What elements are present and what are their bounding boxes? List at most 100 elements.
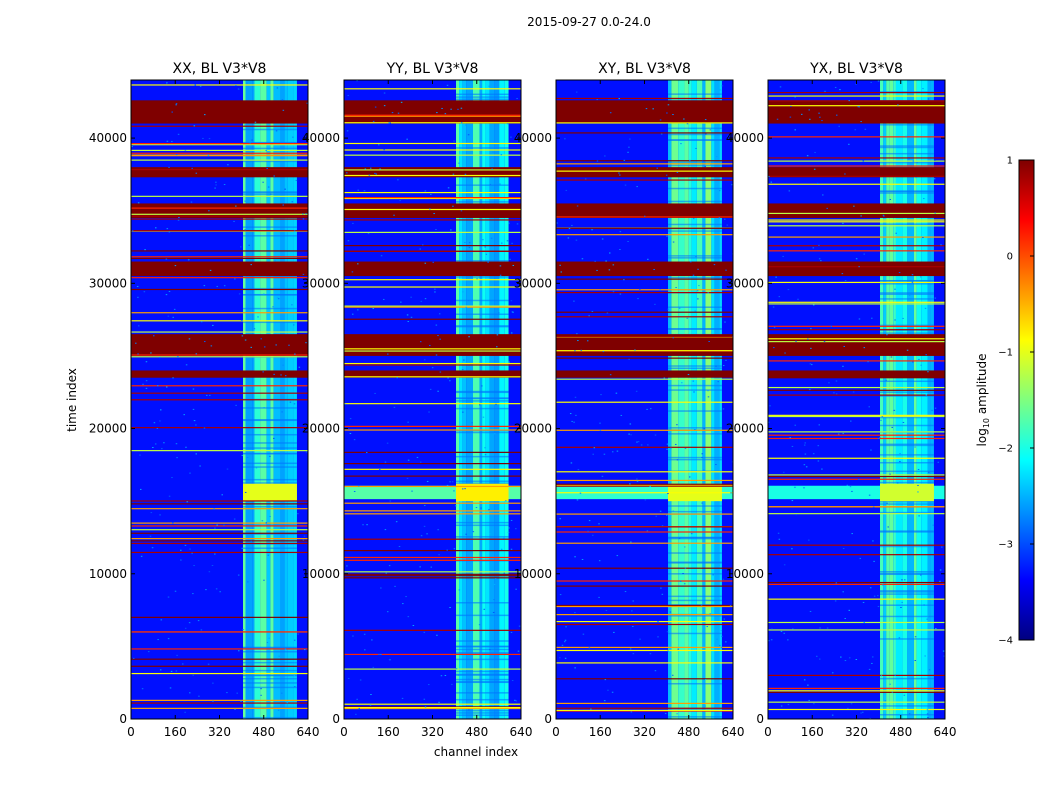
flagged-time-line xyxy=(556,132,733,134)
noise-speckle xyxy=(447,187,450,189)
flagged-time-line xyxy=(768,341,945,343)
noise-speckle xyxy=(450,108,452,110)
noise-speckle xyxy=(654,434,657,436)
flagged-time-line xyxy=(131,538,308,540)
noise-speckle xyxy=(848,143,850,145)
noise-speckle xyxy=(694,310,696,312)
noise-speckle xyxy=(782,255,784,257)
noise-speckle xyxy=(911,281,914,283)
noise-speckle xyxy=(683,546,686,548)
noise-speckle xyxy=(883,215,885,217)
noise-speckle xyxy=(808,539,810,541)
noise-speckle xyxy=(208,210,210,212)
noise-speckle xyxy=(452,173,455,175)
noise-speckle xyxy=(773,326,776,328)
flagged-time-line xyxy=(768,478,945,480)
noise-speckle xyxy=(885,379,887,381)
rfi-texture xyxy=(243,547,297,549)
noise-speckle xyxy=(265,522,268,524)
noise-speckle xyxy=(223,184,226,186)
saturated-row xyxy=(344,370,521,378)
noise-speckle xyxy=(727,135,729,137)
noise-speckle xyxy=(719,89,722,91)
noise-speckle xyxy=(384,461,387,463)
noise-speckle xyxy=(686,317,688,319)
noise-speckle xyxy=(281,411,283,413)
flagged-time-line xyxy=(768,360,945,362)
noise-speckle xyxy=(424,262,427,264)
noise-speckle xyxy=(189,472,191,474)
noise-speckle xyxy=(842,548,845,550)
noise-speckle xyxy=(501,242,503,244)
noise-speckle xyxy=(281,99,284,101)
noise-speckle xyxy=(790,105,792,107)
noise-speckle xyxy=(889,198,892,200)
noise-speckle xyxy=(500,154,503,156)
rfi-texture xyxy=(880,604,934,606)
flagged-time-line xyxy=(344,403,521,405)
noise-speckle xyxy=(718,217,721,219)
noise-speckle xyxy=(215,588,218,590)
x-tick-label: 0 xyxy=(552,725,560,739)
flagged-time-line xyxy=(131,508,308,510)
noise-speckle xyxy=(379,168,381,170)
noise-speckle xyxy=(184,627,187,629)
noise-speckle xyxy=(771,628,773,630)
noise-speckle xyxy=(588,520,591,522)
flagged-time-line xyxy=(556,378,733,380)
noise-speckle xyxy=(577,340,579,342)
noise-speckle xyxy=(721,80,724,82)
noise-speckle xyxy=(207,155,210,157)
flagged-time-line xyxy=(344,279,521,281)
burst-band-region xyxy=(456,483,509,502)
noise-speckle xyxy=(565,626,567,628)
noise-speckle xyxy=(632,653,635,655)
noise-speckle xyxy=(367,233,370,235)
noise-speckle xyxy=(924,655,926,657)
noise-speckle xyxy=(895,232,897,234)
flagged-time-line xyxy=(344,510,521,512)
noise-speckle xyxy=(137,325,140,327)
heatmap-image xyxy=(556,80,733,719)
noise-speckle xyxy=(822,194,824,196)
flagged-time-line xyxy=(768,621,945,624)
noise-speckle xyxy=(428,684,430,686)
noise-speckle xyxy=(347,677,350,679)
noise-speckle xyxy=(708,341,710,343)
rfi-channel-stripe xyxy=(494,80,500,719)
colorbar-gradient xyxy=(1018,159,1035,641)
heatmap-image xyxy=(131,80,308,719)
noise-speckle xyxy=(701,502,703,504)
y-tick-label: 40000 xyxy=(89,131,127,145)
noise-speckle xyxy=(600,394,602,396)
noise-speckle xyxy=(241,335,244,337)
noise-speckle xyxy=(644,499,647,501)
noise-speckle xyxy=(193,565,195,567)
noise-speckle xyxy=(161,448,163,450)
noise-speckle xyxy=(205,589,207,591)
flagged-time-line xyxy=(556,542,733,544)
rfi-texture xyxy=(456,184,509,186)
noise-speckle xyxy=(512,264,515,266)
noise-speckle xyxy=(267,186,270,188)
rfi-texture xyxy=(243,128,297,131)
flagged-time-line xyxy=(556,604,733,607)
noise-speckle xyxy=(191,167,193,169)
noise-speckle xyxy=(453,140,455,142)
noise-speckle xyxy=(715,156,718,158)
noise-speckle xyxy=(722,578,725,580)
flagged-time-line xyxy=(768,437,945,440)
noise-speckle xyxy=(437,390,439,392)
noise-speckle xyxy=(368,174,371,176)
noise-speckle xyxy=(835,393,838,395)
noise-speckle xyxy=(608,269,611,271)
noise-speckle xyxy=(893,409,896,411)
flagged-time-line xyxy=(344,577,521,579)
noise-speckle xyxy=(927,371,929,373)
noise-speckle xyxy=(806,155,809,157)
flagged-time-line xyxy=(768,629,945,631)
noise-speckle xyxy=(720,647,723,649)
noise-speckle xyxy=(508,527,510,529)
noise-speckle xyxy=(175,154,178,156)
noise-speckle xyxy=(707,396,710,398)
